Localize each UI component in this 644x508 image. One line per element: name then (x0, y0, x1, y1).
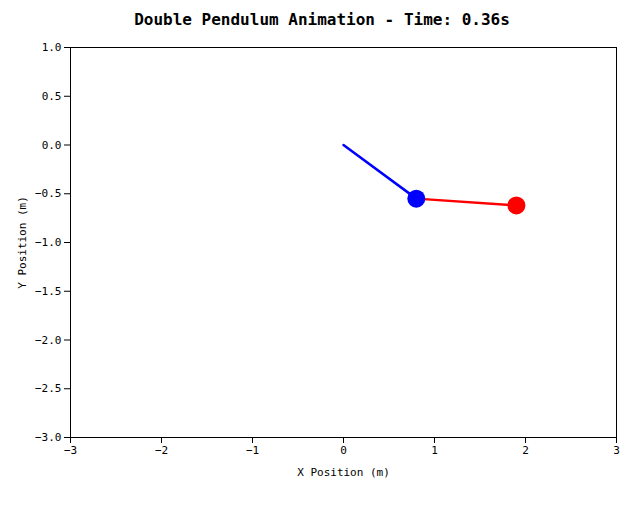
svg-text:−2.5: −2.5 (35, 382, 62, 395)
svg-text:Y Position (m): Y Position (m) (16, 196, 29, 289)
svg-text:−3: −3 (64, 444, 77, 457)
svg-text:−0.5: −0.5 (35, 187, 62, 200)
svg-text:1: 1 (431, 444, 438, 457)
svg-text:3: 3 (613, 444, 620, 457)
svg-text:−1: −1 (246, 444, 259, 457)
svg-text:−3.0: −3.0 (35, 431, 62, 444)
svg-text:X Position (m): X Position (m) (297, 466, 390, 479)
svg-text:−1.5: −1.5 (35, 285, 62, 298)
svg-text:−1.0: −1.0 (35, 236, 62, 249)
svg-text:1.0: 1.0 (42, 41, 62, 54)
svg-text:−2.0: −2.0 (35, 334, 62, 347)
svg-text:0: 0 (340, 444, 347, 457)
svg-text:0.5: 0.5 (42, 90, 62, 103)
html-text:Double Pendulum Animation - Ti: Double Pendulum Animation - Time: 0.36s (134, 10, 510, 29)
svg-text:−2: −2 (155, 444, 168, 457)
svg-text:0.0: 0.0 (42, 139, 62, 152)
svg-text:2: 2 (522, 444, 529, 457)
